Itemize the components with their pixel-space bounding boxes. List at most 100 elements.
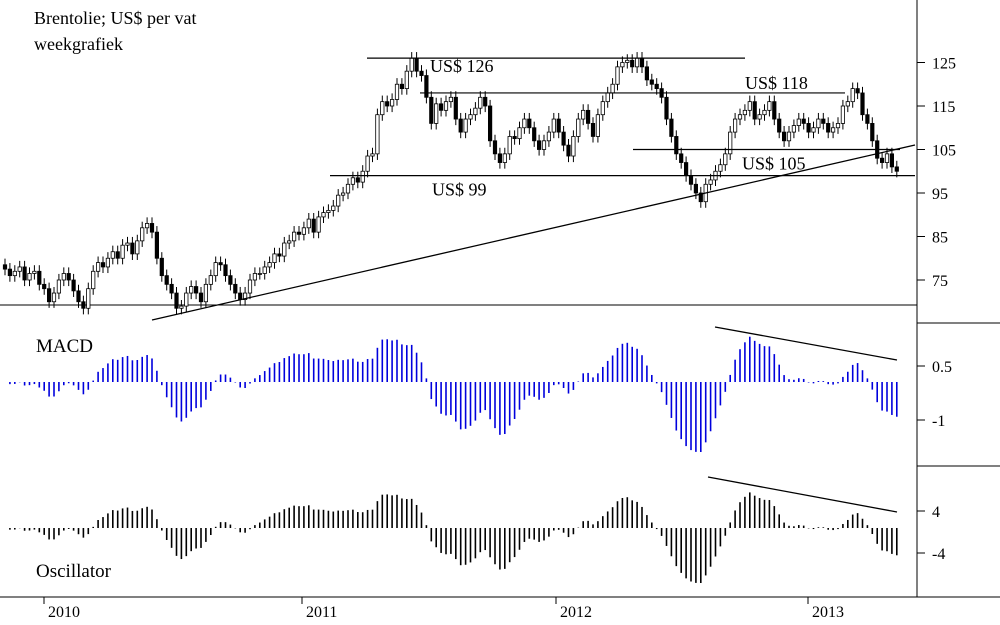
y-tick-label: 0.5 bbox=[932, 359, 952, 376]
x-tick-label: 2010 bbox=[48, 604, 80, 621]
candle-body bbox=[42, 283, 47, 290]
frame bbox=[0, 0, 1000, 598]
candle-body bbox=[507, 136, 512, 155]
y-tick-label: 85 bbox=[932, 230, 948, 247]
y-tick-label: -1 bbox=[932, 413, 945, 430]
candle-body bbox=[679, 153, 684, 163]
candle-body bbox=[169, 283, 174, 294]
candle-body bbox=[81, 301, 86, 309]
level-label: US$ 105 bbox=[742, 154, 806, 174]
candle-body bbox=[419, 70, 424, 76]
candle-body bbox=[37, 270, 42, 285]
candle-body bbox=[649, 79, 654, 85]
candle-body bbox=[140, 227, 145, 242]
candle-body bbox=[786, 131, 792, 142]
candle-body bbox=[296, 231, 302, 235]
candle-body bbox=[66, 273, 71, 281]
macd-panel: MACD 0.5 -1 bbox=[9, 326, 952, 452]
candle-body bbox=[96, 262, 101, 272]
candle-body bbox=[796, 118, 801, 126]
candle-body bbox=[831, 127, 836, 133]
candle-body bbox=[389, 99, 395, 107]
candle-body bbox=[287, 240, 292, 244]
candle-body bbox=[409, 57, 414, 72]
candle-body bbox=[17, 266, 22, 272]
candle-body bbox=[443, 101, 449, 111]
candle-body bbox=[311, 218, 316, 233]
candle-body bbox=[816, 118, 821, 129]
y-tick-label: 4 bbox=[932, 504, 940, 521]
candle-body bbox=[345, 183, 351, 194]
candle-body bbox=[527, 118, 532, 129]
candle-body bbox=[184, 292, 189, 307]
candle-body bbox=[380, 101, 385, 116]
candle-body bbox=[306, 218, 311, 229]
candle-body bbox=[149, 223, 155, 233]
price-y-ticks: 75 85 95 105 115 125 bbox=[917, 56, 956, 290]
candle-body bbox=[517, 127, 522, 140]
candle-body bbox=[620, 62, 625, 68]
candle-body bbox=[247, 279, 253, 294]
candle-body bbox=[228, 275, 233, 285]
candle-body bbox=[880, 157, 885, 163]
candle-body bbox=[267, 262, 272, 268]
candle-body bbox=[120, 244, 125, 259]
candle-body bbox=[894, 166, 899, 172]
price-annotations: US$ 126 US$ 118 US$ 105 US$ 99 bbox=[151, 56, 916, 321]
candle-body bbox=[664, 96, 669, 120]
candle-body bbox=[257, 273, 262, 275]
candle-body bbox=[473, 107, 478, 116]
candle-body bbox=[174, 292, 179, 309]
candle-body bbox=[434, 103, 439, 124]
y-tick-label: -4 bbox=[932, 546, 945, 563]
y-tick-label: 125 bbox=[932, 56, 956, 73]
candle-body bbox=[130, 242, 135, 255]
candle-body bbox=[331, 205, 336, 211]
candle-body bbox=[782, 131, 787, 142]
candle-body bbox=[233, 283, 238, 294]
candle-body bbox=[801, 118, 806, 124]
candle-body bbox=[487, 105, 493, 142]
candle-body bbox=[688, 175, 694, 185]
candle-body bbox=[340, 192, 346, 196]
candle-body bbox=[845, 101, 850, 107]
candle-body bbox=[492, 140, 498, 155]
candle-body bbox=[32, 270, 37, 274]
candle-body bbox=[625, 59, 630, 63]
candle-body bbox=[262, 266, 267, 274]
chart-title: Brentolie; US$ per vat bbox=[34, 8, 196, 28]
candle-body bbox=[605, 92, 610, 103]
candle-body bbox=[100, 262, 106, 268]
candle-body bbox=[86, 288, 91, 309]
candle-body bbox=[198, 292, 204, 303]
candle-body bbox=[159, 257, 164, 277]
candle-body bbox=[718, 164, 723, 172]
candle-body bbox=[91, 270, 96, 290]
candle-body bbox=[282, 242, 287, 257]
candle-body bbox=[135, 240, 140, 255]
candle-body bbox=[326, 209, 331, 213]
candle-body bbox=[47, 288, 52, 303]
candle-body bbox=[674, 136, 679, 155]
candle-body bbox=[2, 264, 8, 270]
candle-body bbox=[635, 57, 640, 68]
candle-body bbox=[791, 125, 797, 133]
candle-body bbox=[291, 231, 297, 242]
candle-body bbox=[772, 101, 777, 120]
candle-body bbox=[522, 118, 527, 129]
candle-body bbox=[399, 83, 405, 89]
x-tick-label: 2013 bbox=[812, 604, 844, 621]
candle-body bbox=[7, 268, 12, 277]
trendline bbox=[151, 144, 916, 321]
candle-body bbox=[865, 114, 870, 124]
candle-body bbox=[56, 279, 62, 294]
price-candles bbox=[2, 52, 899, 315]
candle-body bbox=[12, 270, 17, 277]
candle-body bbox=[811, 127, 816, 133]
oscillator-bars bbox=[9, 476, 898, 583]
candle-body bbox=[483, 96, 488, 107]
candle-body bbox=[51, 292, 57, 303]
candle-body bbox=[213, 262, 218, 277]
candle-body bbox=[448, 96, 454, 103]
